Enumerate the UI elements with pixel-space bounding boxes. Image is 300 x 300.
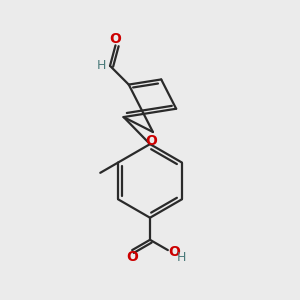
Text: O: O xyxy=(126,250,138,265)
Text: O: O xyxy=(146,134,158,148)
Text: H: H xyxy=(177,251,186,264)
Text: O: O xyxy=(168,244,180,259)
Text: H: H xyxy=(97,59,106,72)
Text: O: O xyxy=(110,32,122,46)
